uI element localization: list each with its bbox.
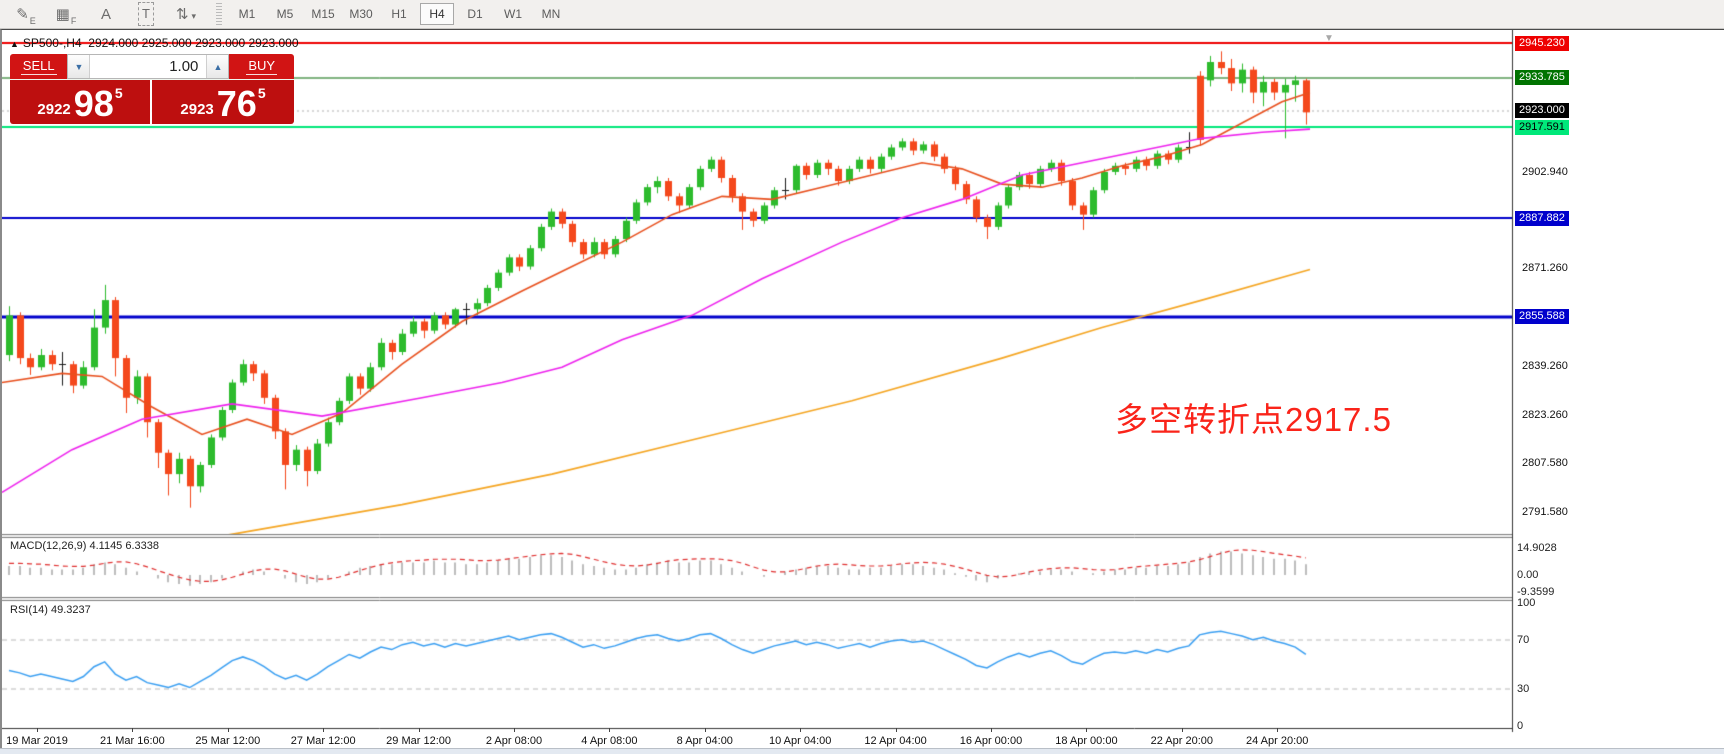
date-axis-label: 27 Mar 12:00 <box>290 735 356 747</box>
date-axis-tick <box>800 728 802 732</box>
date-axis-label: 29 Mar 12:00 <box>386 735 452 747</box>
date-axis-tick <box>227 728 229 732</box>
price-axis-label: 2791.580 <box>1522 505 1568 518</box>
price-axis-label: 2855.588 <box>1515 309 1569 325</box>
tf-button-m1[interactable]: M1 <box>238 7 256 21</box>
horizontal-scrollbar[interactable] <box>0 748 1724 754</box>
rsi-indicator-label: RSI(14) 49.3237 <box>10 604 91 616</box>
one-click-trade-panel: SELL ▼ ▲ BUY 2922 98 5 2923 76 5 <box>10 54 294 124</box>
buy-price-button[interactable]: 2923 76 5 <box>152 80 294 124</box>
draw-line-studies-icon[interactable]: ✎ E <box>16 6 36 26</box>
tf-button-mn[interactable]: MN <box>541 7 561 21</box>
sell-button[interactable]: SELL <box>10 54 68 79</box>
arrows-tool-icon[interactable]: ⇅ ▾ <box>175 6 197 23</box>
volume-decrease-button[interactable]: ▼ <box>68 55 91 78</box>
date-axis-label: 10 Apr 04:00 <box>768 735 832 747</box>
sell-price-main: 98 <box>73 83 114 124</box>
tf-button-h4[interactable]: H4 <box>420 3 454 25</box>
line-drag-marker-icon[interactable]: ▼ <box>1324 33 1334 44</box>
toolbar: ✎ E ▦ F A T ⇅ ▾ M1 M5 M15 M30 H1 H4 D1 W1 MN <box>0 0 1724 29</box>
price-axis-label: 2945.230 <box>1515 35 1569 51</box>
sell-price-button[interactable]: 2922 98 5 <box>10 80 150 124</box>
toolbar-separator <box>216 3 222 25</box>
buy-price-pip: 5 <box>257 85 266 101</box>
symbol-triangle-icon: ▲ <box>10 39 19 49</box>
rsi-axis-label: 100 <box>1517 597 1536 609</box>
text-label-tool-icon[interactable]: T <box>128 2 164 26</box>
date-axis-label: 8 Apr 04:00 <box>676 735 733 747</box>
date-axis-label: 22 Apr 20:00 <box>1150 735 1213 747</box>
tf-button-m30[interactable]: M30 <box>349 7 373 21</box>
sell-price-pip: 5 <box>114 85 123 101</box>
price-axis-label: 2887.882 <box>1515 210 1569 226</box>
rsi-axis-label: 30 <box>1517 682 1530 695</box>
date-axis-label: 21 Mar 16:00 <box>99 735 165 747</box>
price-axis-label: 2902.940 <box>1522 165 1568 178</box>
macd-indicator-label: MACD(12,26,9) 4.1145 6.3338 <box>10 540 159 552</box>
date-axis-tick <box>132 728 134 732</box>
price-axis-label: 2871.260 <box>1522 262 1568 275</box>
sell-price-prefix: 2922 <box>37 101 71 118</box>
date-axis-label: 2 Apr 08:00 <box>485 735 543 747</box>
date-axis-tick <box>1181 728 1183 732</box>
rsi-axis-label: 0 <box>1517 719 1524 732</box>
date-axis-tick <box>418 728 420 732</box>
date-axis-tick <box>1086 728 1088 732</box>
date-axis-tick <box>991 728 992 732</box>
date-axis-tick <box>1277 728 1279 732</box>
date-axis-label: 25 Mar 12:00 <box>195 735 261 747</box>
fibonacci-tool-icon[interactable]: ▦ F <box>55 6 77 26</box>
macd-axis-label: -9.3599 <box>1517 585 1555 598</box>
date-axis-label: 4 Apr 08:00 <box>581 735 638 747</box>
date-axis-tick <box>323 728 325 732</box>
date-axis-tick <box>895 728 897 732</box>
macd-axis-label: 0.00 <box>1517 569 1539 581</box>
timeframe-buttons: M1 M5 M15 M30 H1 H4 D1 W1 MN <box>228 3 570 25</box>
text-tool-icon[interactable]: A <box>100 6 111 23</box>
date-axis-tick <box>37 728 38 732</box>
price-axis-label: 2839.260 <box>1522 359 1568 372</box>
tf-button-m15[interactable]: M15 <box>311 7 335 21</box>
buy-price-main: 76 <box>216 83 257 124</box>
date-axis-label: 18 Apr 00:00 <box>1055 735 1118 747</box>
date-axis-tick <box>514 728 515 732</box>
price-axis-label: 2933.785 <box>1515 70 1569 86</box>
chart-title: ▲ SP500-,H4 2924.000 2925.000 2923.000 29… <box>10 36 299 50</box>
date-axis-label: 12 Apr 04:00 <box>864 735 927 747</box>
volume-increase-button[interactable]: ▲ <box>206 55 229 78</box>
buy-button[interactable]: BUY <box>229 54 294 79</box>
price-axis-label: 2923.000 <box>1515 103 1569 119</box>
chart-title-ohlc: 2924.000 2925.000 2923.000 2923.000 <box>88 36 299 50</box>
volume-stepper: ▼ ▲ <box>67 54 230 79</box>
price-axis-label: 2823.260 <box>1522 408 1568 421</box>
rsi-axis-label: 70 <box>1517 633 1530 646</box>
tf-button-w1[interactable]: W1 <box>504 7 522 21</box>
chart-annotation-text: 多空转折点2917.5 <box>1115 401 1392 438</box>
date-axis-tick <box>609 728 611 732</box>
chart-canvas[interactable] <box>2 30 1514 749</box>
tf-button-d1[interactable]: D1 <box>467 7 483 21</box>
chart-title-symbol: SP500-,H4 <box>22 36 82 50</box>
tf-button-m5[interactable]: M5 <box>276 7 294 21</box>
date-axis-label: 19 Mar 2019 <box>6 735 68 747</box>
date-axis-tick <box>704 728 706 732</box>
toolbar-tools: ✎ E ▦ F A T ⇅ ▾ <box>6 2 206 26</box>
price-axis-label: 2807.580 <box>1522 456 1568 469</box>
tf-button-h1[interactable]: H1 <box>391 7 407 21</box>
date-axis-label: 24 Apr 20:00 <box>1245 735 1309 747</box>
chart-window: ▲ SP500-,H4 2924.000 2925.000 2923.000 29… <box>0 29 1724 749</box>
volume-input[interactable] <box>90 55 207 78</box>
buy-price-prefix: 2923 <box>180 101 214 118</box>
date-axis-label: 16 Apr 00:00 <box>959 735 1023 747</box>
macd-axis-label: 14.9028 <box>1517 542 1557 555</box>
price-axis-label: 2917.591 <box>1515 119 1569 135</box>
